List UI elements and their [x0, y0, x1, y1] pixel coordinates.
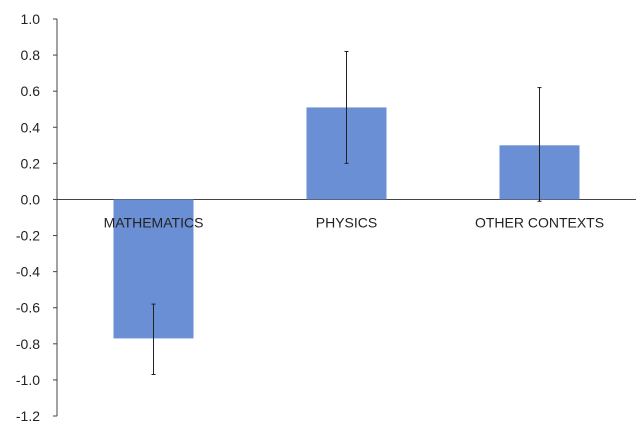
y-tick-label: -1.0	[16, 372, 40, 388]
y-tick-label: 1.0	[21, 11, 41, 27]
error-bars	[151, 50, 542, 375]
y-tick-label: -1.2	[16, 408, 40, 422]
y-tick-label: -0.4	[16, 264, 40, 280]
y-tick-label: -0.6	[16, 300, 40, 316]
category-labels: MATHEMATICS PHYSICS OTHER CONTEXTS	[104, 214, 604, 230]
y-tick-label: 0.6	[21, 83, 41, 99]
y-tick-label: -0.2	[16, 228, 40, 244]
y-tick-label: -0.8	[16, 336, 40, 352]
y-axis: 1.0 0.8 0.6 0.4 0.2 0.0 -0.2 -0.4 -0.6 -0.8 -1.0 -1…	[16, 11, 636, 422]
y-tick-label: 0.0	[21, 191, 41, 207]
y-tick-label: 0.8	[21, 47, 41, 63]
y-tick-label: 0.4	[21, 119, 41, 135]
category-label: MATHEMATICS	[104, 214, 204, 230]
category-label: PHYSICS	[316, 214, 377, 230]
category-label: OTHER CONTEXTS	[475, 214, 604, 230]
y-tick-label: 0.2	[21, 155, 41, 171]
